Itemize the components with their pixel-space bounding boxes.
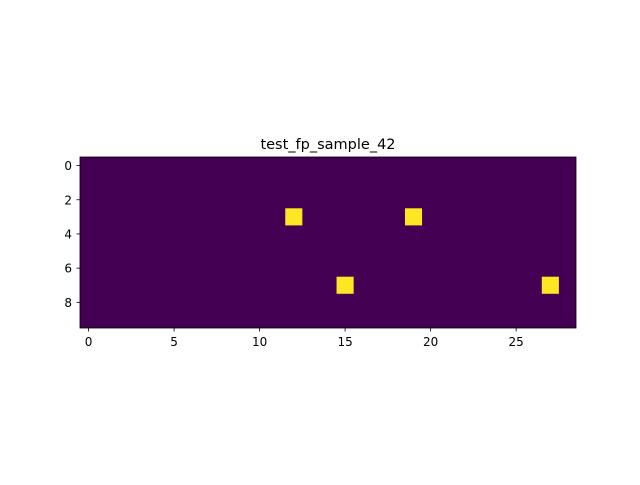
- y-tick-label: 2: [64, 193, 72, 207]
- heatmap-background: [80, 157, 576, 328]
- x-tick-label: 10: [252, 335, 267, 349]
- x-tick-label: 5: [170, 335, 178, 349]
- y-tick-label: 6: [64, 262, 72, 276]
- plot-area: [80, 157, 576, 328]
- x-tick-label: 20: [423, 335, 438, 349]
- x-tick-label: 0: [85, 335, 93, 349]
- y-tick-label: 8: [64, 296, 72, 310]
- y-tick-label: 0: [64, 159, 72, 173]
- heatmap-cell: [285, 208, 303, 226]
- heatmap-cell: [404, 208, 423, 226]
- x-tick-label: 15: [337, 335, 352, 349]
- heatmap-cell: [541, 276, 559, 294]
- axes-frame: [79, 156, 577, 329]
- chart-title: test_fp_sample_42: [260, 137, 395, 153]
- y-tick-label: 4: [64, 227, 72, 241]
- x-tick-label: 25: [508, 335, 523, 349]
- heatmap-cell: [336, 276, 354, 294]
- axes: 0 5 10 15 20 25 0 2 4 6 8: [64, 156, 577, 349]
